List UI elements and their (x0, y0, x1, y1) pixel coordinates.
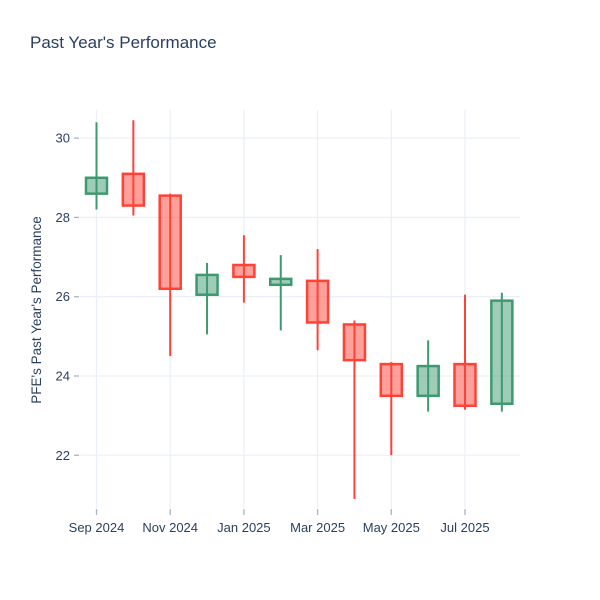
grid-layer (80, 110, 520, 508)
candle-mar-2025[interactable] (305, 249, 330, 351)
candle-dec-2024[interactable] (195, 263, 219, 335)
y-tick-label-24: 24 (56, 368, 70, 383)
candle-body (158, 194, 182, 291)
candle-nov-2024[interactable] (158, 193, 182, 357)
candle-feb-2025[interactable] (269, 255, 293, 331)
candle-body (232, 263, 256, 279)
candle-may-2025[interactable] (379, 362, 404, 456)
candle-aug-2025[interactable] (490, 292, 514, 412)
chart-title: Past Year's Performance (30, 33, 217, 52)
x-tick-label-2: Jan 2025 (217, 520, 271, 535)
candle-body (305, 279, 330, 324)
candle-body (342, 323, 367, 362)
tick-layer: 22 24 26 28 30 Sep 2024 Nov 2024 Jan 2025 Mar 20… (56, 131, 490, 535)
x-tick-label-0: Sep 2024 (69, 520, 125, 535)
y-tick-label-28: 28 (56, 210, 70, 225)
candle-body (453, 362, 477, 407)
candle-body (490, 299, 514, 405)
candle-jun-2025[interactable] (416, 340, 440, 412)
x-tick-label-1: Nov 2024 (142, 520, 198, 535)
x-tick-label-5: Jul 2025 (440, 520, 489, 535)
y-tick-label-30: 30 (56, 131, 70, 146)
candle-body (416, 364, 440, 398)
x-tick-label-4: May 2025 (363, 520, 420, 535)
candle-body (269, 277, 293, 287)
candle-sep-2024[interactable] (84, 122, 109, 210)
candle-body (121, 172, 146, 207)
x-tick-label-3: Mar 2025 (290, 520, 345, 535)
candle-apr-2025[interactable] (342, 320, 367, 499)
candle-body (195, 273, 219, 296)
y-tick-label-22: 22 (56, 448, 70, 463)
candle-jul-2025[interactable] (453, 294, 477, 410)
candle-oct-2024[interactable] (121, 120, 146, 216)
candle-body (379, 362, 404, 398)
candle-layer (84, 120, 514, 499)
candle-body (84, 176, 109, 195)
y-axis-title: PFE's Past Year's Performance (29, 216, 44, 404)
candle-jan-2025[interactable] (232, 235, 256, 303)
y-tick-label-26: 26 (56, 289, 70, 304)
